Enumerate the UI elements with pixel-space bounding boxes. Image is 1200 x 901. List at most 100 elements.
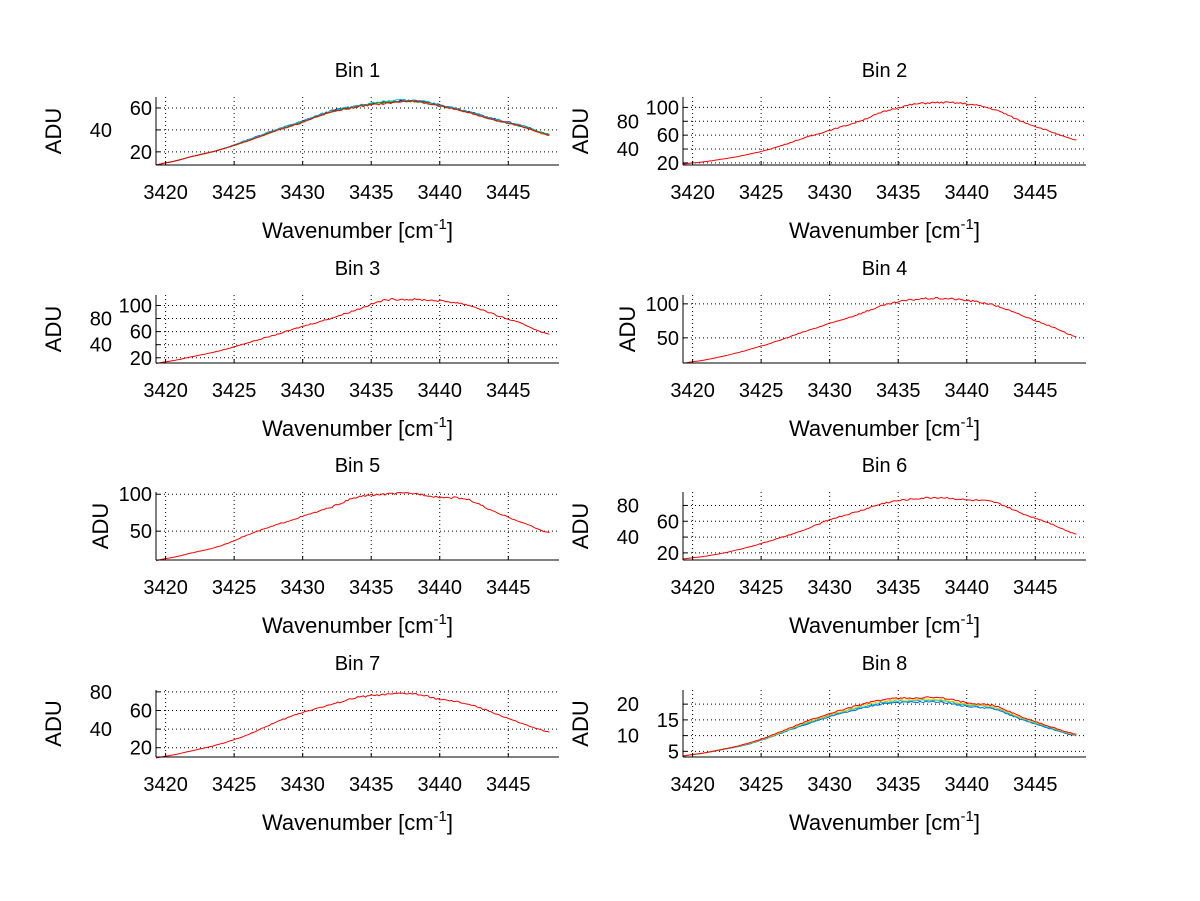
x-tick-label: 3420 bbox=[143, 774, 188, 796]
x-axis-label: Wavenumber [cm-1] bbox=[262, 808, 453, 835]
x-axis-label-superscript: -1 bbox=[961, 414, 974, 431]
y-tick-label: 60 bbox=[130, 98, 152, 120]
series-line-red bbox=[682, 101, 1077, 165]
y-tick-label: 20 bbox=[657, 543, 679, 565]
x-axis-label-text: ] bbox=[974, 416, 980, 441]
x-axis-label-text: ] bbox=[447, 218, 453, 243]
subplot-title: Bin 7 bbox=[335, 653, 381, 675]
x-tick-label: 3445 bbox=[486, 774, 531, 796]
x-tick-label: 3440 bbox=[417, 774, 462, 796]
x-tick-label: 3445 bbox=[1013, 577, 1058, 599]
x-axis-label-text: ] bbox=[447, 613, 453, 638]
y-tick-label: 50 bbox=[657, 328, 679, 350]
x-axis-label-text: Wavenumber [cm bbox=[789, 218, 961, 243]
y-tick-label: 60 bbox=[657, 511, 679, 533]
y-tick-label: 80 bbox=[90, 682, 112, 704]
y-axis-label: ADU bbox=[88, 503, 113, 549]
y-tick-label: 80 bbox=[90, 309, 112, 331]
y-tick-label: 80 bbox=[617, 495, 639, 517]
y-axis-label: ADU bbox=[615, 306, 640, 352]
y-tick-label: 60 bbox=[130, 322, 152, 344]
x-tick-label: 3420 bbox=[143, 380, 188, 402]
x-axis-label-text: ] bbox=[974, 810, 980, 835]
x-tick-label: 3430 bbox=[280, 774, 325, 796]
x-tick-label: 3435 bbox=[876, 774, 921, 796]
y-tick-label: 40 bbox=[90, 335, 112, 357]
y-tick-label: 20 bbox=[657, 153, 679, 175]
x-tick-label: 3420 bbox=[143, 577, 188, 599]
x-axis-label-superscript: -1 bbox=[434, 611, 447, 628]
subplot-bin-6: 3420 3425 3430 3435 3440 3445 20 40 60 80 Bin 6 Wav… bbox=[568, 455, 1086, 638]
x-axis-label-superscript: -1 bbox=[961, 808, 974, 825]
subplot-bin-8: 3420 3425 3430 3435 3440 3445 5 10 15 20 Bin 8 Wave… bbox=[568, 653, 1086, 835]
series-line-cyan bbox=[682, 699, 1077, 757]
x-tick-label: 3420 bbox=[143, 182, 188, 204]
y-tick-label: 15 bbox=[657, 710, 679, 732]
x-axis-label-superscript: -1 bbox=[434, 216, 447, 233]
x-tick-label: 3445 bbox=[486, 182, 531, 204]
subplot-bin-4: 3420 3425 3430 3435 3440 3445 50 100 Bin 4 Wavenu… bbox=[615, 258, 1086, 441]
x-tick-label: 3425 bbox=[739, 182, 784, 204]
y-tick-label: 20 bbox=[130, 738, 152, 760]
x-axis-label: Wavenumber [cm-1] bbox=[789, 611, 980, 638]
x-tick-label: 3430 bbox=[280, 577, 325, 599]
x-tick-label: 3445 bbox=[1013, 182, 1058, 204]
y-tick-label: 40 bbox=[617, 527, 639, 549]
subplot-bin-3: 3420 3425 3430 3435 3440 3445 20 40 60 80 100 Bin 3… bbox=[41, 258, 559, 441]
series-line-red bbox=[155, 491, 550, 562]
x-tick-label: 3445 bbox=[486, 577, 531, 599]
x-tick-label: 3420 bbox=[670, 380, 715, 402]
y-tick-label: 5 bbox=[668, 741, 679, 763]
y-tick-label: 40 bbox=[90, 120, 112, 142]
x-tick-label: 3420 bbox=[670, 774, 715, 796]
series-line-red bbox=[155, 692, 550, 759]
y-axis-label: ADU bbox=[41, 700, 66, 746]
x-axis-label-superscript: -1 bbox=[961, 611, 974, 628]
y-axis-label: ADU bbox=[41, 108, 66, 154]
x-tick-label: 3420 bbox=[670, 577, 715, 599]
subplot-bin-2: 3420 3425 3430 3435 3440 3445 20 40 60 80 100 Bin 2… bbox=[568, 60, 1086, 243]
x-tick-label: 3425 bbox=[739, 774, 784, 796]
x-tick-label: 3440 bbox=[944, 774, 989, 796]
x-tick-label: 3440 bbox=[417, 577, 462, 599]
x-tick-label: 3425 bbox=[212, 380, 257, 402]
subplot-title: Bin 6 bbox=[862, 455, 908, 477]
x-tick-label: 3440 bbox=[417, 380, 462, 402]
x-axis-label-text: ] bbox=[974, 613, 980, 638]
subplot-title: Bin 5 bbox=[335, 455, 381, 477]
x-tick-label: 3440 bbox=[944, 380, 989, 402]
x-tick-label: 3430 bbox=[807, 774, 852, 796]
x-tick-label: 3425 bbox=[739, 577, 784, 599]
y-tick-label: 40 bbox=[90, 719, 112, 741]
series-line-green bbox=[155, 99, 550, 166]
y-axis-label: ADU bbox=[568, 108, 593, 154]
x-axis-label: Wavenumber [cm-1] bbox=[262, 611, 453, 638]
y-tick-label: 60 bbox=[130, 700, 152, 722]
x-tick-label: 3440 bbox=[944, 182, 989, 204]
series-line-red bbox=[682, 696, 1077, 757]
y-tick-label: 60 bbox=[657, 125, 679, 147]
x-tick-label: 3435 bbox=[876, 182, 921, 204]
x-tick-label: 3445 bbox=[1013, 774, 1058, 796]
x-tick-label: 3435 bbox=[349, 774, 394, 796]
x-tick-label: 3430 bbox=[807, 577, 852, 599]
y-tick-label: 100 bbox=[646, 294, 679, 316]
subplot-bin-7: 3420 3425 3430 3435 3440 3445 20 40 60 80 Bin 7 Wav… bbox=[41, 653, 559, 835]
x-axis-label-text: ] bbox=[974, 218, 980, 243]
subplot-title: Bin 3 bbox=[335, 258, 381, 280]
x-tick-label: 3425 bbox=[212, 182, 257, 204]
x-tick-label: 3435 bbox=[876, 380, 921, 402]
subplot-title: Bin 1 bbox=[335, 60, 381, 82]
x-axis-label-text: Wavenumber [cm bbox=[789, 416, 961, 441]
x-axis-label-text: Wavenumber [cm bbox=[789, 613, 961, 638]
y-tick-label: 20 bbox=[130, 142, 152, 164]
x-tick-label: 3440 bbox=[417, 182, 462, 204]
y-tick-label: 20 bbox=[130, 348, 152, 370]
x-axis-label-superscript: -1 bbox=[434, 414, 447, 431]
subplot-bin-5: 3420 3425 3430 3435 3440 3445 50 100 Bin 5 Wavenu… bbox=[88, 455, 559, 638]
x-axis-label-superscript: -1 bbox=[434, 808, 447, 825]
series-line-yellow bbox=[682, 697, 1077, 757]
x-axis-label-text: Wavenumber [cm bbox=[262, 810, 434, 835]
y-tick-label: 100 bbox=[119, 484, 152, 506]
